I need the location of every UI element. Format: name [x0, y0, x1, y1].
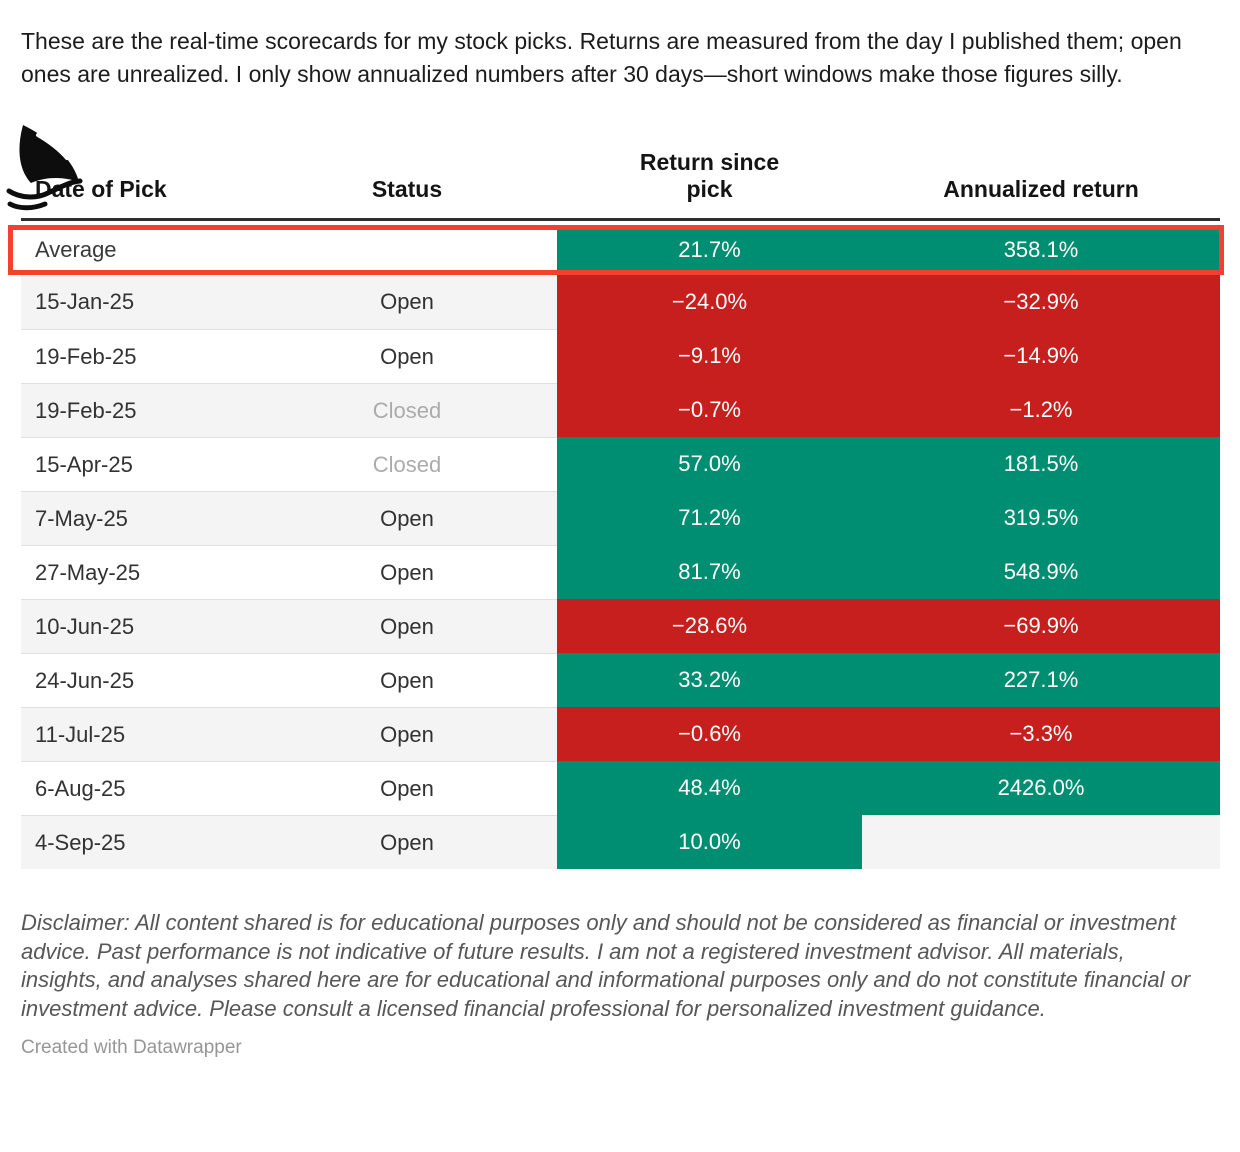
- date-cell: 10-Jun-25: [21, 599, 257, 653]
- date-cell: 11-Jul-25: [21, 707, 257, 761]
- intro-text: These are the real-time scorecards for m…: [21, 28, 1182, 87]
- status-cell: Open: [257, 545, 557, 599]
- return-cell: −9.1%: [557, 329, 862, 383]
- annualized-cell: 2426.0%: [862, 761, 1220, 815]
- return-cell: 10.0%: [557, 815, 862, 869]
- status-cell: Open: [257, 329, 557, 383]
- annualized-cell: [862, 815, 1220, 869]
- status-cell: Open: [257, 707, 557, 761]
- table-row: 10-Jun-25 Open −28.6% −69.9%: [21, 599, 1220, 653]
- date-cell: 6-Aug-25: [21, 761, 257, 815]
- annualized-cell: 548.9%: [862, 545, 1220, 599]
- return-cell: −24.0%: [557, 275, 862, 329]
- return-cell: −0.6%: [557, 707, 862, 761]
- annualized-cell: 227.1%: [862, 653, 1220, 707]
- average-row-label: Average: [21, 225, 557, 275]
- table-row: 7-May-25 Open 71.2% 319.5%: [21, 491, 1220, 545]
- table-rows: 15-Jan-25 Open −24.0% −32.9% 19-Feb-25 O…: [21, 275, 1220, 869]
- return-cell: 33.2%: [557, 653, 862, 707]
- scorecard-table: Date of Pick Status Return since pick An…: [8, 149, 1224, 869]
- date-cell: 19-Feb-25: [21, 329, 257, 383]
- return-cell: −0.7%: [557, 383, 862, 437]
- status-cell: Open: [257, 653, 557, 707]
- date-cell: 4-Sep-25: [21, 815, 257, 869]
- annualized-cell: −32.9%: [862, 275, 1220, 329]
- average-row: Average 21.7% 358.1%: [8, 225, 1224, 275]
- return-cell: 81.7%: [557, 545, 862, 599]
- annualized-cell: −14.9%: [862, 329, 1220, 383]
- table-header-row: Date of Pick Status Return since pick An…: [21, 149, 1220, 221]
- status-cell: Closed: [257, 383, 557, 437]
- table-row: 11-Jul-25 Open −0.6% −3.3%: [21, 707, 1220, 761]
- status-cell: Open: [257, 815, 557, 869]
- datawrapper-attribution-link[interactable]: Created with Datawrapper: [21, 1037, 242, 1058]
- disclaimer-text: Disclaimer: All content shared is for ed…: [21, 910, 1191, 1021]
- annualized-cell: −1.2%: [862, 383, 1220, 437]
- table-row: 15-Jan-25 Open −24.0% −32.9%: [21, 275, 1220, 329]
- annualized-cell: 319.5%: [862, 491, 1220, 545]
- return-cell: 48.4%: [557, 761, 862, 815]
- column-header-return-since-pick: Return since pick: [557, 149, 862, 203]
- table-row: 19-Feb-25 Closed −0.7% −1.2%: [21, 383, 1220, 437]
- table-row: 6-Aug-25 Open 48.4% 2426.0%: [21, 761, 1220, 815]
- table-row: 15-Apr-25 Closed 57.0% 181.5%: [21, 437, 1220, 491]
- column-header-return-since-pick-label: Return since pick: [639, 149, 780, 202]
- column-header-annualized-return: Annualized return: [943, 176, 1139, 202]
- date-cell: 15-Jan-25: [35, 289, 135, 314]
- return-cell: 71.2%: [557, 491, 862, 545]
- column-header-status: Status: [371, 176, 443, 202]
- average-annualized-cell: 358.1%: [862, 225, 1220, 275]
- average-return-cell: 21.7%: [557, 225, 862, 275]
- table-row: 24-Jun-25 Open 33.2% 227.1%: [21, 653, 1220, 707]
- return-cell: −28.6%: [557, 599, 862, 653]
- annualized-cell: 181.5%: [862, 437, 1220, 491]
- status-cell: Open: [257, 599, 557, 653]
- annualized-cell: −69.9%: [862, 599, 1220, 653]
- date-cell: 19-Feb-25: [21, 383, 257, 437]
- status-cell: Open: [257, 761, 557, 815]
- status-cell: Open: [380, 289, 434, 314]
- shark-fin-icon: [6, 125, 83, 211]
- date-cell: 24-Jun-25: [21, 653, 257, 707]
- date-cell: 27-May-25: [21, 545, 257, 599]
- date-cell: 7-May-25: [21, 491, 257, 545]
- status-cell: Open: [257, 491, 557, 545]
- annualized-cell: −3.3%: [862, 707, 1220, 761]
- date-cell: 15-Apr-25: [21, 437, 257, 491]
- status-cell: Closed: [257, 437, 557, 491]
- table-row: 27-May-25 Open 81.7% 548.9%: [21, 545, 1220, 599]
- return-cell: 57.0%: [557, 437, 862, 491]
- table-row: 4-Sep-25 Open 10.0%: [21, 815, 1220, 869]
- table-row: 19-Feb-25 Open −9.1% −14.9%: [21, 329, 1220, 383]
